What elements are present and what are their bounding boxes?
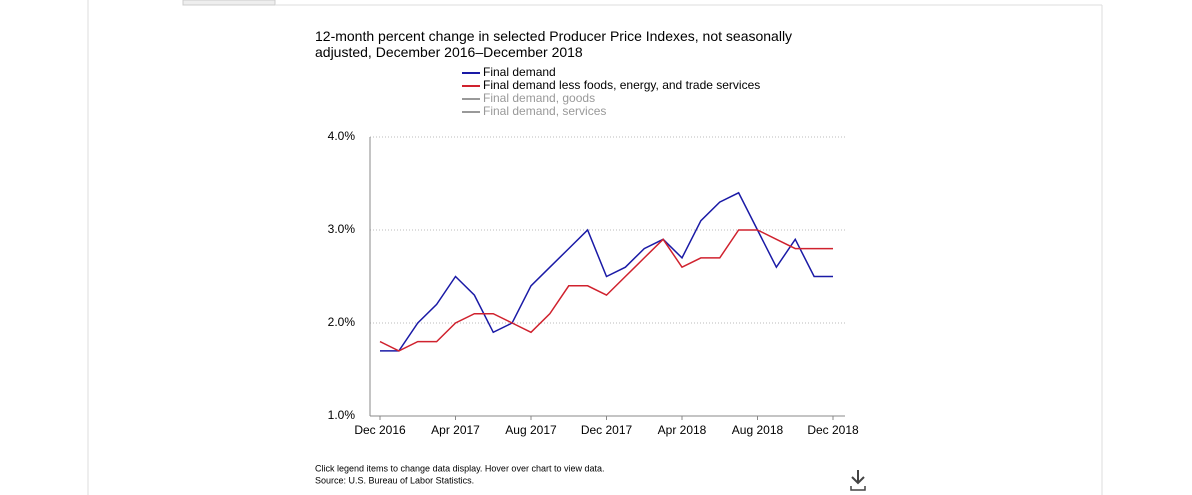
download-icon[interactable] bbox=[850, 470, 866, 491]
legend-label[interactable]: Final demand bbox=[483, 65, 556, 79]
x-tick-label: Apr 2017 bbox=[431, 423, 480, 437]
line-series bbox=[380, 191, 833, 352]
x-tick-label: Dec 2017 bbox=[581, 423, 633, 437]
line-series bbox=[379, 229, 833, 352]
x-tick-label: Dec 2018 bbox=[807, 423, 859, 437]
footnote: Source: U.S. Bureau of Labor Statistics. bbox=[315, 475, 474, 485]
y-tick-label: 1.0% bbox=[328, 408, 356, 422]
legend-label[interactable]: Final demand less foods, energy, and tra… bbox=[483, 78, 760, 92]
x-tick-label: Aug 2018 bbox=[732, 423, 784, 437]
x-tick-label: Dec 2016 bbox=[354, 423, 406, 437]
x-tick-label: Aug 2017 bbox=[505, 423, 557, 437]
x-tick-label: Apr 2018 bbox=[658, 423, 707, 437]
legend-label[interactable]: Final demand, goods bbox=[483, 91, 595, 105]
y-tick-label: 4.0% bbox=[328, 129, 356, 143]
chart-title: 12-month percent change in selected Prod… bbox=[315, 28, 793, 60]
tab[interactable] bbox=[182, 0, 276, 6]
footnote: Click legend items to change data displa… bbox=[315, 463, 604, 473]
y-tick-label: 3.0% bbox=[328, 222, 356, 236]
y-tick-label: 2.0% bbox=[328, 315, 356, 329]
legend-label[interactable]: Final demand, services bbox=[483, 104, 606, 118]
